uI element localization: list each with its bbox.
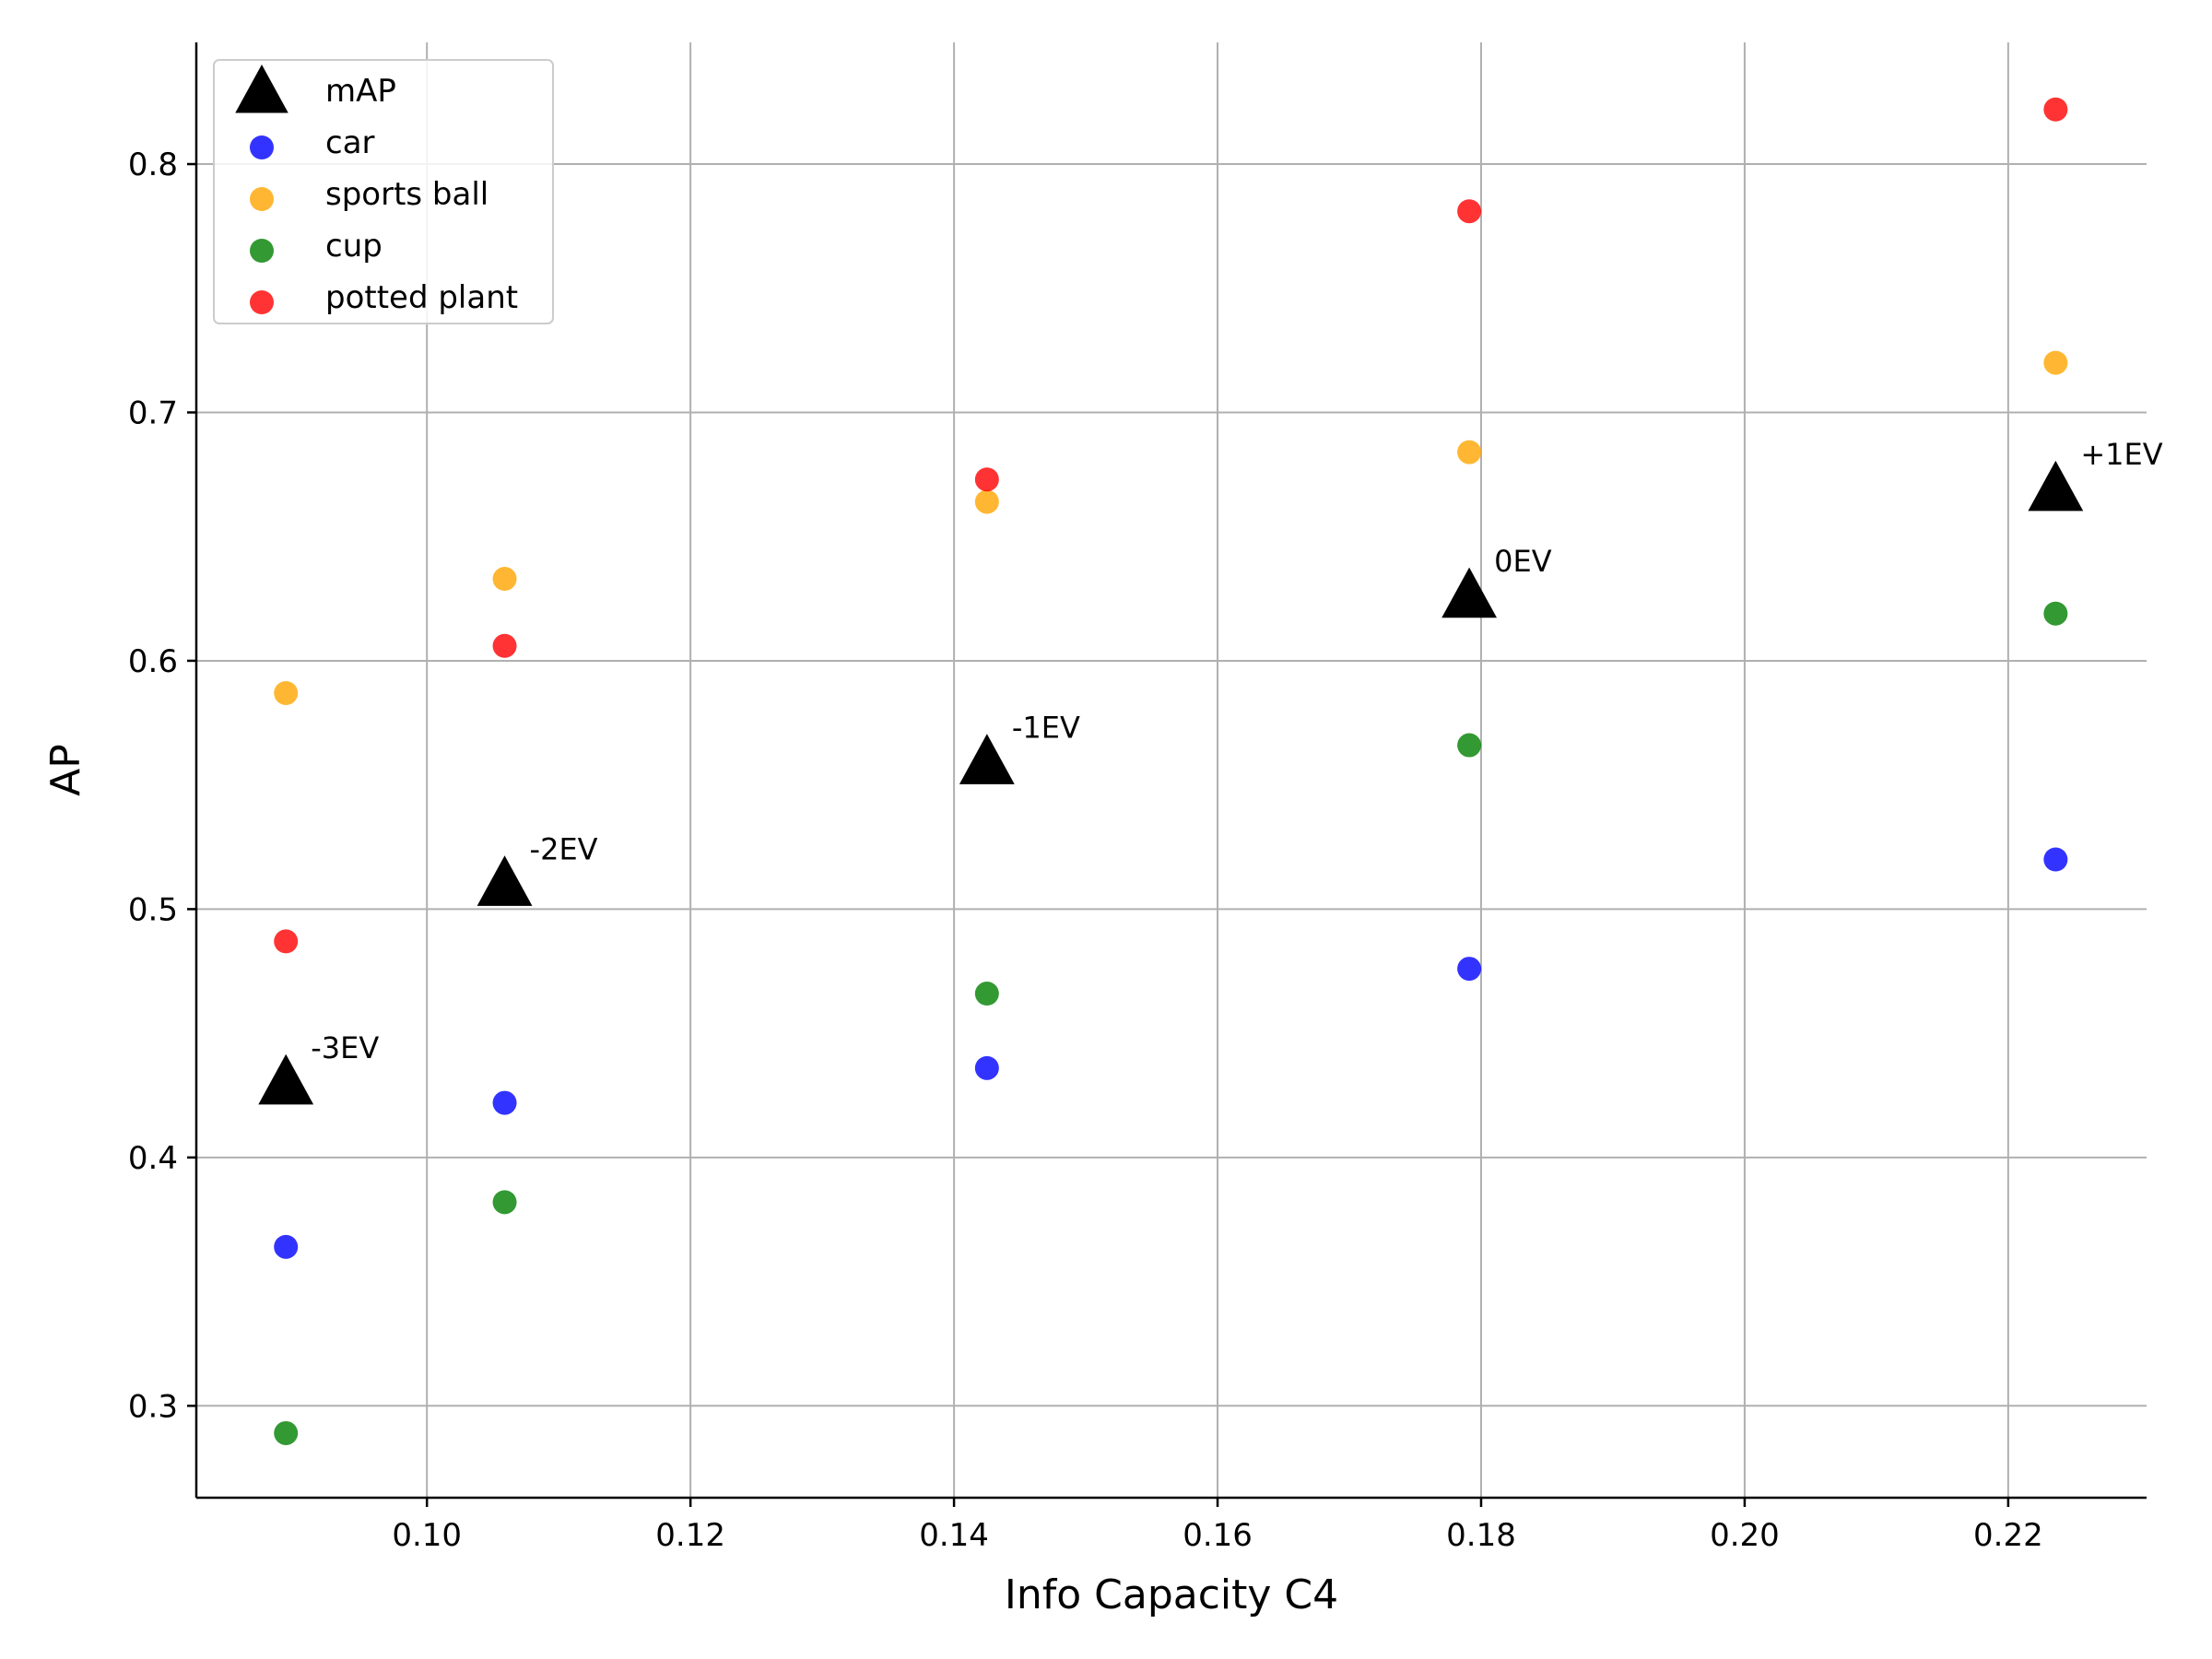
map-point xyxy=(258,1053,314,1105)
map-point xyxy=(959,734,1015,784)
car-point xyxy=(274,1234,299,1259)
potted-plant-point xyxy=(1457,199,1482,224)
cup-point xyxy=(1457,733,1482,758)
y-tick-label: 0.6 xyxy=(128,643,178,680)
legend-label: potted plant xyxy=(325,279,518,316)
map-annotation: -3EV xyxy=(311,1030,379,1065)
x-tick-label: 0.20 xyxy=(1710,1517,1780,1554)
x-tick-label: 0.18 xyxy=(1446,1517,1516,1554)
sports-ball-point xyxy=(2043,350,2068,375)
legend-marker-map xyxy=(235,65,288,113)
map-annotation: -1EV xyxy=(1012,710,1080,745)
map-annotation: -2EV xyxy=(530,831,598,866)
sports-ball-point xyxy=(274,680,299,705)
legend-marker-car xyxy=(250,135,274,159)
x-tick-label: 0.12 xyxy=(655,1517,725,1554)
annotations: -3EV -2EV -1EV 0EV +1EV xyxy=(311,437,2163,1065)
y-axis-title: AP xyxy=(42,744,89,796)
x-axis-title: Info Capacity C4 xyxy=(1005,1571,1338,1618)
car-point xyxy=(2043,847,2068,872)
y-tick-label: 0.8 xyxy=(128,147,178,183)
y-tick-label: 0.5 xyxy=(128,891,178,928)
x-tick-label: 0.14 xyxy=(919,1517,989,1554)
potted-plant-point xyxy=(2043,97,2068,122)
axes-spines xyxy=(194,42,2147,1500)
x-tick-label: 0.10 xyxy=(392,1517,462,1554)
map-point xyxy=(2028,460,2084,512)
map-annotation: 0EV xyxy=(1494,544,1552,579)
potted-plant-point xyxy=(492,633,517,658)
ticks: 0.10 0.12 0.14 0.16 0.18 0.20 0.22 0.3 0.4 0.5 0.6… xyxy=(128,147,2043,1554)
legend-label: car xyxy=(325,124,375,161)
legend-label: sports ball xyxy=(325,176,488,213)
grid xyxy=(196,42,2147,1498)
cup-point xyxy=(492,1190,517,1215)
y-tick-label: 0.3 xyxy=(128,1388,178,1425)
potted-plant-point xyxy=(974,467,999,492)
x-tick-label: 0.16 xyxy=(1182,1517,1253,1554)
legend: mAP car sports ball cup potted plant xyxy=(213,59,554,324)
legend-marker-sports-ball xyxy=(250,187,274,211)
legend-label: mAP xyxy=(325,73,396,110)
car-point xyxy=(1457,957,1482,982)
data-points xyxy=(258,97,2084,1445)
car-point xyxy=(492,1090,517,1115)
cup-point xyxy=(2043,601,2068,626)
y-tick-label: 0.4 xyxy=(128,1140,178,1177)
car-point xyxy=(974,1055,999,1080)
potted-plant-point xyxy=(274,929,299,954)
sports-ball-point xyxy=(492,567,517,592)
map-annotation: +1EV xyxy=(2080,437,2162,472)
legend-frame xyxy=(213,59,554,324)
legend-marker-potted-plant xyxy=(250,290,274,314)
sports-ball-point xyxy=(974,489,999,514)
map-point xyxy=(1441,567,1498,618)
x-tick-label: 0.22 xyxy=(1973,1517,2043,1554)
y-tick-label: 0.7 xyxy=(128,394,178,431)
sports-ball-point xyxy=(1457,440,1482,465)
legend-label: cup xyxy=(325,228,382,265)
cup-point xyxy=(274,1420,299,1445)
legend-marker-cup xyxy=(250,239,274,263)
cup-point xyxy=(974,982,999,1006)
map-point xyxy=(477,855,533,906)
